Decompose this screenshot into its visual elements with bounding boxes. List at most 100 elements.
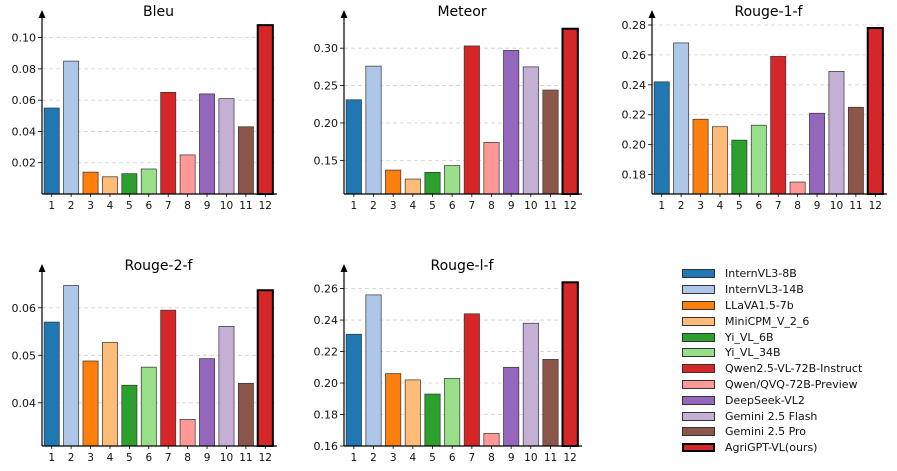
legend-item: InternVL3-8B: [682, 266, 862, 282]
bar: [731, 139, 748, 195]
x-tick-label: 9: [814, 200, 821, 212]
y-axis-arrow: [648, 10, 656, 18]
x-tick-label: 4: [107, 200, 114, 212]
bar: [866, 26, 884, 196]
x-tick-label: 1: [350, 452, 357, 464]
bar: [692, 118, 709, 195]
bar: [179, 419, 196, 447]
bar: [121, 384, 138, 447]
x-tick-label: 9: [204, 200, 211, 212]
x-tick-label: 11: [544, 200, 557, 212]
legend-label: DeepSeek-VL2: [725, 393, 805, 407]
y-tick-label: 0.20: [314, 377, 339, 390]
x-tick-label: 4: [409, 452, 416, 464]
bar: [653, 81, 670, 195]
bar: [522, 66, 539, 195]
y-tick-label: 0.08: [12, 63, 37, 76]
y-tick-label: 0.06: [12, 302, 37, 315]
legend-swatch: [682, 300, 715, 310]
bar: [770, 56, 787, 195]
x-tick-label: 3: [390, 200, 397, 212]
bar: [463, 45, 480, 195]
x-tick-label: 7: [468, 452, 475, 464]
bar: [404, 178, 421, 195]
legend-item: Gemini 2.5 Flash: [682, 408, 862, 424]
x-tick-label: 6: [145, 452, 152, 464]
legend-item: Yi_VL_6B: [682, 329, 862, 345]
bar: [542, 89, 559, 195]
bar: [160, 309, 177, 447]
bar: [102, 176, 118, 195]
y-tick-label: 0.02: [12, 157, 37, 170]
legend-label: InternVL3-14B: [725, 283, 804, 297]
bar: [140, 366, 157, 447]
y-axis-arrow: [340, 10, 348, 18]
x-tick-label: 5: [126, 452, 133, 464]
bar: [365, 294, 382, 447]
y-tick-label: 0.28: [622, 19, 647, 32]
bar: [542, 359, 559, 447]
x-tick-label: 2: [370, 200, 377, 212]
x-tick-label: 3: [87, 200, 94, 212]
bar: [237, 382, 254, 447]
bar: [483, 433, 500, 447]
legend-item: Gemini 2.5 Pro: [682, 424, 862, 440]
y-tick-label: 0.25: [314, 80, 339, 93]
chart-panel: 1 2 3 4 5 6 7 8 9 10 11 120.160.180.200.220.240.26R…: [314, 258, 582, 464]
x-tick-label: 5: [429, 452, 436, 464]
x-tick-label: 2: [370, 452, 377, 464]
bar: [218, 98, 235, 195]
bar: [256, 289, 274, 448]
bar: [256, 24, 274, 195]
bar: [63, 285, 80, 447]
bar: [121, 173, 138, 195]
legend-label: Yi_VL_34B: [725, 346, 781, 360]
x-tick-label: 7: [165, 452, 172, 464]
x-tick-label: 3: [697, 200, 704, 212]
bar: [365, 65, 382, 195]
legend-label: LLaVA1.5-7b: [725, 298, 794, 312]
x-tick-label: 12: [563, 200, 576, 212]
x-tick-label: 7: [468, 200, 475, 212]
legend-label: Qwen/QVQ-72B-Preview: [725, 377, 858, 391]
chart-title: Rouge-l-f: [431, 258, 495, 274]
bar: [750, 124, 767, 195]
legend-item: MiniCPM_V_2_6: [682, 313, 862, 329]
y-tick-label: 0.22: [314, 346, 339, 359]
legend-swatch: [682, 348, 715, 358]
x-tick-label: 8: [184, 200, 191, 212]
y-tick-label: 0.18: [314, 409, 339, 422]
x-tick-label: 4: [409, 200, 416, 212]
bar: [404, 379, 421, 447]
x-tick-label: 2: [68, 200, 75, 212]
bar: [345, 99, 362, 195]
legend-swatch: [682, 269, 715, 279]
bar: [522, 322, 539, 447]
y-tick-label: 0.06: [12, 94, 37, 107]
bar: [444, 165, 461, 195]
x-tick-label: 10: [830, 200, 843, 212]
x-tick-label: 9: [508, 452, 515, 464]
bar: [345, 333, 362, 447]
x-tick-label: 5: [736, 200, 743, 212]
y-tick-label: 0.26: [314, 283, 339, 296]
bar: [160, 92, 177, 195]
bar: [82, 360, 99, 447]
legend-swatch: [682, 332, 715, 342]
bar: [385, 169, 402, 195]
bar: [712, 126, 728, 195]
legend-swatch: [682, 316, 715, 326]
bar: [561, 27, 579, 195]
y-tick-label: 0.04: [12, 397, 37, 410]
bar: [424, 393, 441, 447]
bar: [199, 93, 215, 195]
x-tick-label: 2: [678, 200, 685, 212]
x-tick-label: 12: [259, 200, 272, 212]
y-axis-arrow: [38, 264, 46, 272]
bar: [102, 342, 118, 447]
x-tick-label: 7: [775, 200, 782, 212]
legend-label: Yi_VL_6B: [725, 330, 774, 344]
x-tick-label: 10: [220, 200, 233, 212]
y-tick-label: 0.15: [314, 154, 339, 167]
x-tick-label: 9: [508, 200, 515, 212]
